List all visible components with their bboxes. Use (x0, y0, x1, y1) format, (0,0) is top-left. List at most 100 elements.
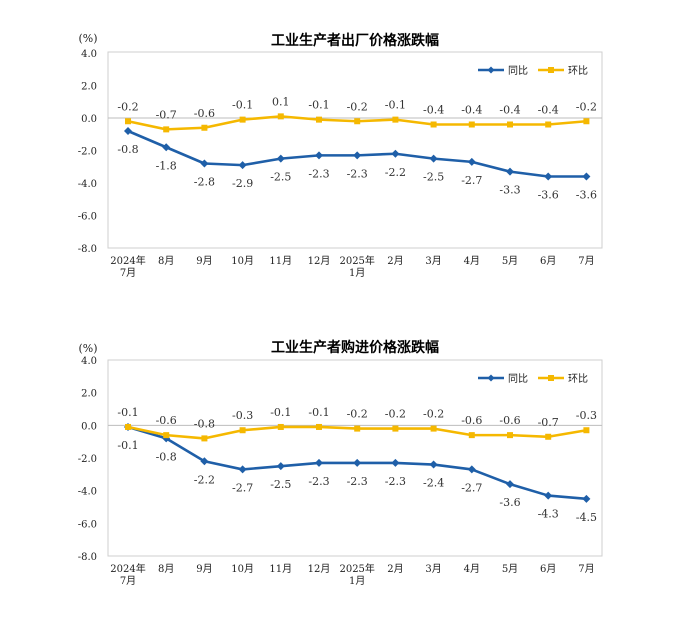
chart-title: 工业生产者购进价格涨跌幅 (271, 339, 439, 356)
y-tick-label: -2.0 (78, 454, 97, 465)
data-label: -2.3 (385, 475, 406, 488)
data-point (315, 458, 323, 467)
data-label: -0.1 (232, 99, 253, 112)
data-label: -3.6 (538, 189, 559, 202)
data-point (125, 423, 131, 430)
data-label: -0.8 (156, 450, 177, 463)
y-tick-label: 2.0 (81, 389, 97, 400)
data-point (276, 462, 285, 471)
data-point (468, 121, 475, 128)
chart-title: 工业生产者出厂价格涨跌幅 (271, 32, 439, 49)
data-point (582, 494, 591, 503)
data-label: -0.2 (576, 100, 597, 113)
data-point (582, 172, 591, 181)
data-point (162, 143, 171, 152)
data-label: -0.2 (385, 408, 406, 421)
data-label: -2.5 (423, 171, 444, 184)
legend-item: 环比 (538, 65, 588, 77)
data-point (353, 458, 362, 467)
data-label: -2.5 (270, 478, 291, 491)
data-point (163, 432, 170, 439)
data-point (545, 433, 552, 440)
legend-label: 环比 (568, 65, 588, 77)
data-label: -2.3 (308, 167, 329, 180)
x-tick-label: 2024年 (110, 254, 145, 267)
data-label: -0.4 (461, 104, 482, 117)
data-label: -2.7 (232, 481, 253, 494)
legend-marker (548, 67, 554, 73)
data-label: -0.3 (576, 409, 597, 422)
data-label: -0.2 (117, 100, 138, 113)
data-label: -0.8 (117, 143, 138, 156)
data-point (200, 159, 209, 168)
x-tick-label: 7月 (578, 255, 594, 267)
legend-item: 同比 (478, 373, 528, 385)
legend-marker (548, 375, 554, 381)
y-tick-label: -4.0 (78, 487, 97, 498)
data-point (583, 427, 590, 434)
x-tick-label: 2月 (387, 255, 403, 267)
data-point (354, 425, 361, 432)
data-label: -1.8 (156, 159, 177, 172)
data-point (430, 121, 437, 128)
plot-frame (107, 359, 603, 557)
data-label: -3.3 (499, 184, 520, 197)
data-label: -0.6 (499, 414, 520, 427)
data-point (506, 167, 514, 176)
x-tick-label: 2月 (387, 563, 403, 575)
data-label: -0.6 (156, 414, 177, 427)
x-tick-label: 1月 (349, 267, 365, 279)
legend-label: 同比 (508, 65, 528, 77)
data-point (507, 432, 513, 439)
data-point (315, 151, 323, 160)
x-tick-label: 12月 (308, 255, 331, 267)
series-mom: -0.2 -0.7 -0.6 -0.1 0.1 -0.1 -0.2 -0.1 -0.4 -0.4 -… (117, 95, 597, 133)
data-label: -3.6 (499, 496, 520, 509)
legend: 同比 环比 (478, 65, 588, 77)
data-point (201, 124, 208, 131)
data-point (507, 121, 513, 128)
y-tick-label: 4.0 (81, 356, 97, 367)
legend-item: 同比 (478, 65, 528, 77)
data-point (201, 435, 208, 442)
data-label: -0.1 (117, 406, 138, 419)
legend-label: 环比 (568, 373, 588, 385)
data-point (276, 154, 285, 163)
x-tick-label: 4月 (464, 255, 480, 267)
data-point (391, 458, 400, 467)
x-tick-label: 12月 (308, 563, 331, 575)
y-unit-label: (%) (78, 32, 97, 45)
data-label: -2.4 (423, 477, 444, 490)
data-point (468, 432, 475, 439)
legend-marker (487, 66, 495, 74)
y-tick-label: -8.0 (78, 244, 97, 255)
x-tick-label: 9月 (196, 563, 212, 575)
data-point (392, 116, 399, 123)
data-label: -0.4 (423, 104, 444, 117)
chart-1: 工业生产者出厂价格涨跌幅 (%) 4.0 2.0 0.0 -2.0 -4.0 -6.0 -8.0… (78, 32, 603, 279)
data-point (583, 118, 590, 125)
data-label: -2.8 (194, 176, 215, 189)
data-point (277, 113, 284, 120)
x-tick-label: 5月 (502, 255, 518, 267)
x-tick-label: 11月 (269, 563, 292, 575)
series-mom: -0.1 -0.6 -0.8 -0.3 -0.1 -0.1 -0.2 -0.2 -0.2 -0.6… (117, 406, 597, 442)
y-tick-label: 4.0 (81, 49, 97, 60)
data-label: -0.3 (232, 409, 253, 422)
data-label: -2.3 (347, 167, 368, 180)
chart-2: 工业生产者购进价格涨跌幅 (%)4.0 2.0 0.0 -2.0 -4.0 -6.0 -8.0… (78, 339, 603, 587)
data-point (277, 423, 284, 430)
data-label: -2.7 (461, 174, 482, 187)
x-tick-label: 2025年 (339, 254, 374, 267)
data-label: -2.3 (308, 475, 329, 488)
x-tick-label: 1月 (349, 575, 365, 587)
data-point (429, 154, 438, 163)
data-label: -3.6 (576, 189, 597, 202)
data-label: -0.7 (156, 108, 177, 121)
data-point (391, 149, 400, 158)
data-point (354, 118, 361, 125)
data-point (544, 172, 553, 181)
data-point (545, 121, 552, 128)
data-label: -0.1 (308, 406, 329, 419)
